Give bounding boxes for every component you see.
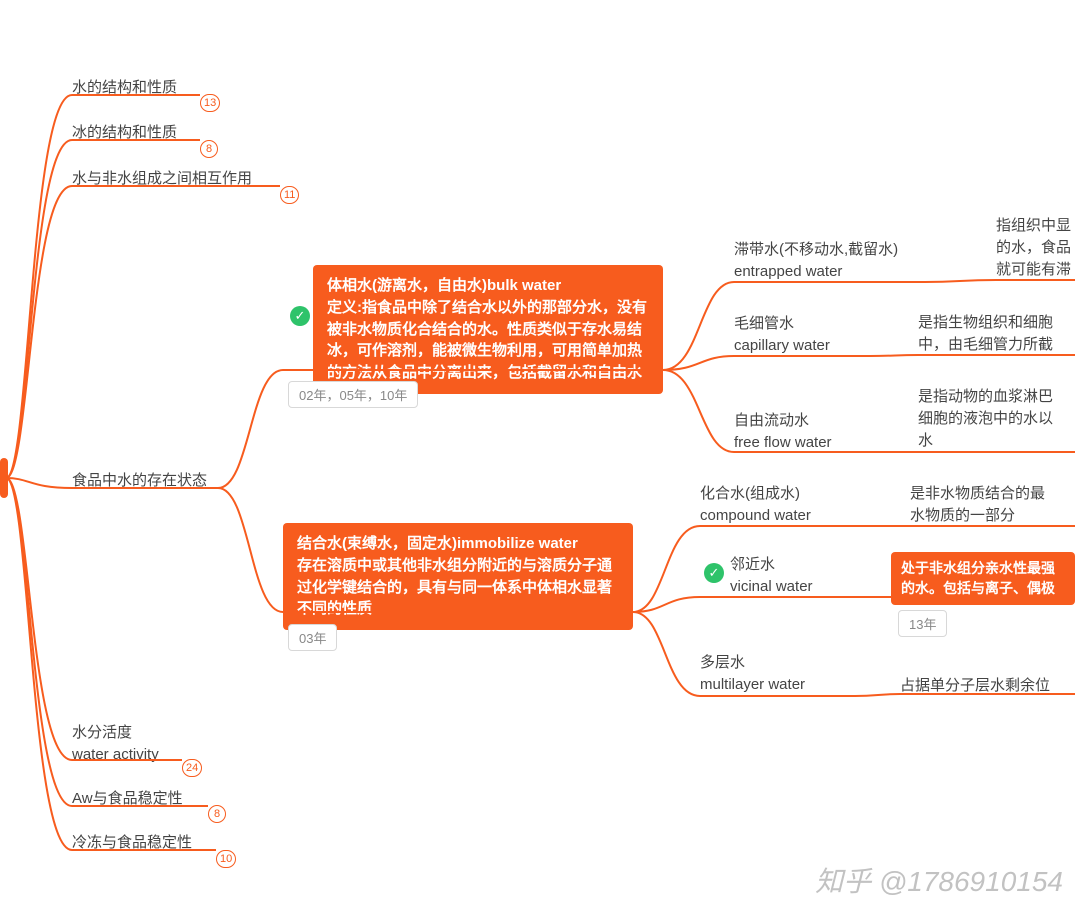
- branch-water-activity[interactable]: 水分活度 water activity: [72, 720, 159, 768]
- desc-multilayer-water: 占据单分子层水剩余位: [900, 673, 1050, 699]
- node-capillary-water[interactable]: 毛细管水 capillary water: [734, 311, 830, 359]
- node-immobilize-water[interactable]: 结合水(束缚水，固定水)immobilize water 存在溶质中或其他非水组…: [283, 523, 633, 630]
- count-badge: 11: [280, 186, 299, 204]
- desc-capillary-water: 是指生物组织和细胞 中，由毛细管力所截: [918, 310, 1053, 358]
- branch-aw-stability[interactable]: Aw与食品稳定性: [72, 786, 183, 812]
- node-vicinal-water[interactable]: 邻近水 vicinal water: [730, 552, 813, 600]
- count-badge: 10: [216, 850, 236, 868]
- year-tag: 03年: [288, 624, 337, 651]
- desc-entrapped-water: 指组织中显 的水，食品 就可能有滞: [996, 213, 1071, 282]
- desc-vicinal-water: 处于非水组分亲水性最强 的水。包括与离子、偶极: [891, 552, 1075, 605]
- desc-compound-water: 是非水物质结合的最 水物质的一部分: [910, 481, 1045, 529]
- branch-ice-structure[interactable]: 冰的结构和性质: [72, 120, 177, 146]
- desc-free-flow-water: 是指动物的血浆淋巴 细胞的液泡中的水以 水: [918, 384, 1053, 453]
- watermark: 知乎 @1786910154: [815, 860, 1063, 900]
- check-icon: ✓: [290, 306, 310, 326]
- count-badge: 8: [208, 805, 226, 823]
- year-tag: 13年: [898, 610, 947, 637]
- branch-interaction[interactable]: 水与非水组成之间相互作用: [72, 166, 252, 192]
- root-node[interactable]: [0, 458, 8, 498]
- branch-water-state[interactable]: 食品中水的存在状态: [72, 468, 207, 494]
- node-multilayer-water[interactable]: 多层水 multilayer water: [700, 650, 805, 698]
- node-bulk-water[interactable]: 体相水(游离水，自由水)bulk water 定义:指食品中除了结合水以外的那部…: [313, 265, 663, 394]
- branch-freeze-stability[interactable]: 冷冻与食品稳定性: [72, 830, 192, 856]
- node-entrapped-water[interactable]: 滞带水(不移动水,截留水) entrapped water: [734, 237, 898, 285]
- count-badge: 13: [200, 94, 220, 112]
- count-badge: 24: [182, 759, 202, 777]
- check-icon: ✓: [704, 563, 724, 583]
- node-free-flow-water[interactable]: 自由流动水 free flow water: [734, 408, 832, 456]
- node-compound-water[interactable]: 化合水(组成水) compound water: [700, 481, 811, 529]
- year-tag: 02年，05年，10年: [288, 381, 418, 408]
- branch-water-structure[interactable]: 水的结构和性质: [72, 75, 177, 101]
- count-badge: 8: [200, 140, 218, 158]
